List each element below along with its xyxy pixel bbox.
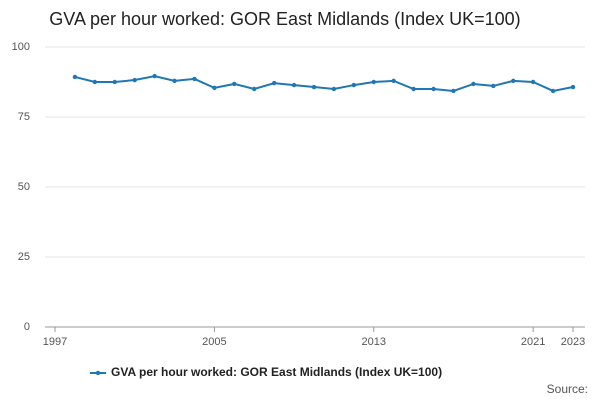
chart-title: GVA per hour worked: GOR East Midlands (… bbox=[49, 9, 520, 29]
data-point bbox=[570, 84, 576, 90]
x-tick-label: 2013 bbox=[362, 336, 386, 348]
data-point bbox=[212, 85, 217, 91]
data-point bbox=[530, 79, 536, 85]
data-point bbox=[291, 82, 297, 88]
y-tick-label: 25 bbox=[18, 251, 30, 263]
data-point bbox=[451, 88, 456, 94]
data-point bbox=[271, 80, 277, 86]
x-tick-label: 2021 bbox=[521, 336, 545, 348]
x-tick-label: 1997 bbox=[43, 336, 67, 348]
y-tick-label: 75 bbox=[18, 111, 30, 123]
data-point bbox=[232, 81, 237, 87]
data-point bbox=[511, 78, 516, 84]
x-tick-label: 2005 bbox=[202, 336, 226, 348]
data-point bbox=[172, 78, 177, 84]
y-tick-label: 100 bbox=[12, 41, 30, 53]
y-tick-label: 50 bbox=[18, 181, 30, 193]
legend-label: GVA per hour worked: GOR East Midlands (… bbox=[111, 365, 442, 379]
data-point bbox=[72, 74, 78, 80]
data-point bbox=[311, 84, 317, 90]
data-point bbox=[491, 83, 496, 89]
series-line bbox=[74, 75, 574, 93]
data-point bbox=[192, 76, 197, 82]
data-point bbox=[471, 81, 476, 87]
data-point bbox=[331, 86, 337, 92]
data-point bbox=[252, 86, 257, 92]
y-tick-label: 0 bbox=[24, 321, 30, 333]
data-point bbox=[391, 78, 396, 84]
data-point bbox=[550, 88, 556, 94]
data-point bbox=[112, 79, 117, 85]
data-point bbox=[411, 86, 416, 92]
data-point bbox=[92, 79, 98, 85]
data-point bbox=[371, 79, 376, 85]
legend-marker bbox=[95, 370, 101, 376]
data-point bbox=[351, 82, 357, 88]
source: Source: bbox=[547, 382, 588, 396]
data-point bbox=[132, 77, 137, 83]
data-point bbox=[152, 73, 157, 79]
x-tick-label: 2023 bbox=[561, 336, 585, 348]
data-point bbox=[431, 86, 436, 92]
